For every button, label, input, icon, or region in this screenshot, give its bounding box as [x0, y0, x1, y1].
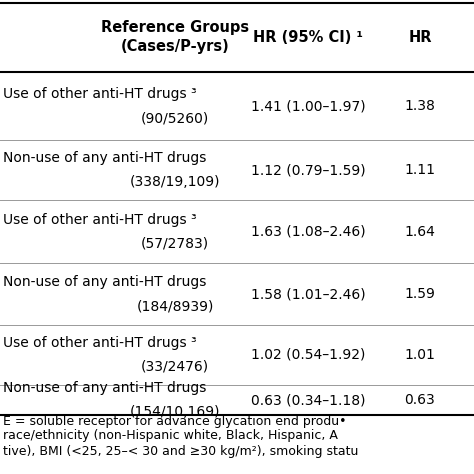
Text: (57/2783): (57/2783): [141, 237, 209, 250]
Text: 1.11: 1.11: [404, 163, 436, 177]
Text: 1.59: 1.59: [405, 287, 436, 301]
Text: 1.63 (1.08–2.46): 1.63 (1.08–2.46): [251, 225, 365, 238]
Text: Non-use of any anti-HT drugs: Non-use of any anti-HT drugs: [3, 381, 206, 395]
Text: 1.38: 1.38: [405, 99, 436, 113]
Text: HR (95% CI) ¹: HR (95% CI) ¹: [253, 29, 363, 45]
Text: (184/8939): (184/8939): [137, 299, 214, 313]
Text: 1.41 (1.00–1.97): 1.41 (1.00–1.97): [251, 99, 365, 113]
Text: Non-use of any anti-HT drugs: Non-use of any anti-HT drugs: [3, 151, 206, 165]
Text: HR: HR: [408, 29, 432, 45]
Text: Use of other anti-HT drugs ³: Use of other anti-HT drugs ³: [3, 336, 197, 350]
Text: Non-use of any anti-HT drugs: Non-use of any anti-HT drugs: [3, 275, 206, 289]
Text: (33/2476): (33/2476): [141, 360, 209, 374]
Text: tive), BMI (<25, 25–< 30 and ≥30 kg/m²), smoking statu: tive), BMI (<25, 25–< 30 and ≥30 kg/m²),…: [3, 445, 358, 457]
Text: 1.01: 1.01: [405, 348, 436, 362]
Text: Use of other anti-HT drugs ³: Use of other anti-HT drugs ³: [3, 87, 197, 101]
Text: 1.12 (0.79–1.59): 1.12 (0.79–1.59): [251, 163, 365, 177]
Text: (338/19,109): (338/19,109): [130, 175, 220, 189]
Text: (90/5260): (90/5260): [141, 111, 209, 125]
Text: race/ethnicity (non-Hispanic white, Black, Hispanic, A: race/ethnicity (non-Hispanic white, Blac…: [3, 429, 338, 443]
Text: Reference Groups
(Cases/P-yrs): Reference Groups (Cases/P-yrs): [101, 20, 249, 54]
Text: 1.64: 1.64: [405, 225, 436, 238]
Text: E = soluble receptor for advance glycation end produ•: E = soluble receptor for advance glycati…: [3, 416, 346, 428]
Text: 0.63 (0.34–1.18): 0.63 (0.34–1.18): [251, 393, 365, 407]
Text: 0.63: 0.63: [405, 393, 436, 407]
Text: (154/10,169): (154/10,169): [130, 405, 220, 419]
Text: Use of other anti-HT drugs ³: Use of other anti-HT drugs ³: [3, 212, 197, 227]
Text: 1.58 (1.01–2.46): 1.58 (1.01–2.46): [251, 287, 365, 301]
Text: 1.02 (0.54–1.92): 1.02 (0.54–1.92): [251, 348, 365, 362]
